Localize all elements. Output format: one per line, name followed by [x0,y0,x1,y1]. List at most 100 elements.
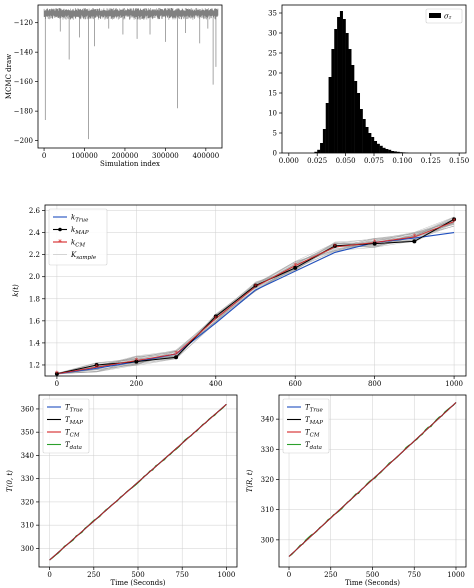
k-cm-marker: * [293,262,297,270]
y-tick-label: 330 [21,475,34,483]
histogram-bar [374,141,378,153]
legend: TTrue TMAP TCM Tdata [282,398,330,454]
y-axis-label: MCMC draw [5,54,13,99]
histogram-bar [376,143,380,153]
plot-frame [281,4,467,154]
plot-frame [38,394,238,568]
y-tick-label: −180 [14,108,33,116]
x-tick-label: 0.000 [279,157,299,165]
y-tick-label: 5 [273,130,277,138]
x-tick-label: 400000 [192,152,219,160]
k-sample-line [56,222,455,374]
histogram-bar [339,11,343,153]
legend-box [425,8,463,24]
y-tick-label: 320 [261,476,274,484]
histogram-bar [362,119,366,153]
k-cm-marker: * [254,283,258,291]
k-map-point [54,371,59,376]
y-tick-label: 30 [268,30,277,38]
k-sample-line [56,221,455,375]
plot-frame [44,204,467,377]
x-tick-label: 750 [176,571,189,579]
y-axis-label: T(0, t) [6,470,14,492]
k-cm-marker: * [413,233,417,241]
histogram-bar [337,17,341,153]
k-map-point [174,355,179,360]
x-tick-label: 750 [408,571,421,579]
y-tick-label: 2.0 [29,273,40,281]
series-line-t-cm [49,403,227,561]
k-cm-marker: * [55,370,59,378]
y-tick-label: 20 [268,70,277,78]
legend-box [42,398,90,454]
y-tick-label: 10 [268,110,277,118]
k-map-point [253,283,258,288]
x-axis-label: Time (Seconds) [110,579,165,587]
x-tick-label: 0 [55,380,59,388]
x-tick-label: 200000 [112,152,139,160]
histogram-bar [388,149,392,153]
histogram-bar [325,103,329,153]
y-tick-label: 25 [268,50,277,58]
legend: σ₂ [425,8,463,24]
k-map-point [293,265,298,270]
series-line-t-cm [288,402,457,557]
k-cm-marker: * [95,363,99,371]
legend-box [48,208,108,266]
k-sample-line [56,226,455,374]
y-tick-label: 1.8 [29,295,40,303]
k-sample-line [56,225,455,374]
histogram-bar [356,93,361,153]
histogram-bar [334,29,338,153]
x-tick-label: 800 [368,380,381,388]
histogram-bar [365,127,369,153]
legend-label: TTrue [305,404,324,414]
legend-label: kCM [71,239,85,249]
y-tick-label: 310 [261,506,274,514]
k-map-point [412,239,417,244]
histogram-bar [385,149,389,153]
k-sample-line [56,221,455,375]
histogram-bar [382,147,386,153]
x-tick-label: 400 [209,380,222,388]
y-tick-label: 0 [273,150,277,158]
histogram-bar [393,151,397,153]
x-tick-label: 0.050 [336,157,356,165]
k-sample-line [56,220,455,374]
legend: TTrue TMAP TCM Tdata [42,398,90,454]
y-tick-label: 300 [261,536,274,544]
x-tick-label: 250 [324,571,337,579]
histogram-bar [317,149,321,153]
histogram-bar [342,19,346,153]
y-tick-label: 310 [21,522,34,530]
legend-marker: * [58,239,62,247]
mcmc-trace-chart: 0 100000 200000 300000 400000 −200 −180 −160 −14… [5,4,223,168]
histogram-bar [331,49,335,153]
y-tick-label: 340 [21,452,34,460]
series-line-k-map [56,218,455,375]
plot-frame [278,394,467,568]
y-tick-label: 350 [21,429,34,437]
k-sample-line [56,224,455,375]
series-line-k-cm [56,221,455,375]
legend-label: Tdata [305,441,322,451]
x-tick-label: 300000 [152,152,179,160]
histogram-bar [351,65,355,153]
y-axis-label: T(R, t) [246,469,254,492]
histogram-bar [322,129,326,153]
x-tick-label: 1000 [447,571,465,579]
histogram-bar [396,151,400,153]
y-tick-label: 1.6 [29,317,41,325]
histogram-bar [391,151,395,153]
plot-frame [37,4,223,149]
x-tick-label: 0 [42,152,46,160]
legend-box [282,398,330,454]
k-sample-line [56,222,455,374]
x-tick-label: 100000 [71,152,98,160]
histogram-bar [348,49,352,153]
legend-label: Tdata [65,441,82,451]
x-axis-label: Simulation index [100,160,160,168]
k-map-point [94,362,99,367]
histogram-bar [368,133,372,153]
x-tick-label: 500 [131,571,144,579]
